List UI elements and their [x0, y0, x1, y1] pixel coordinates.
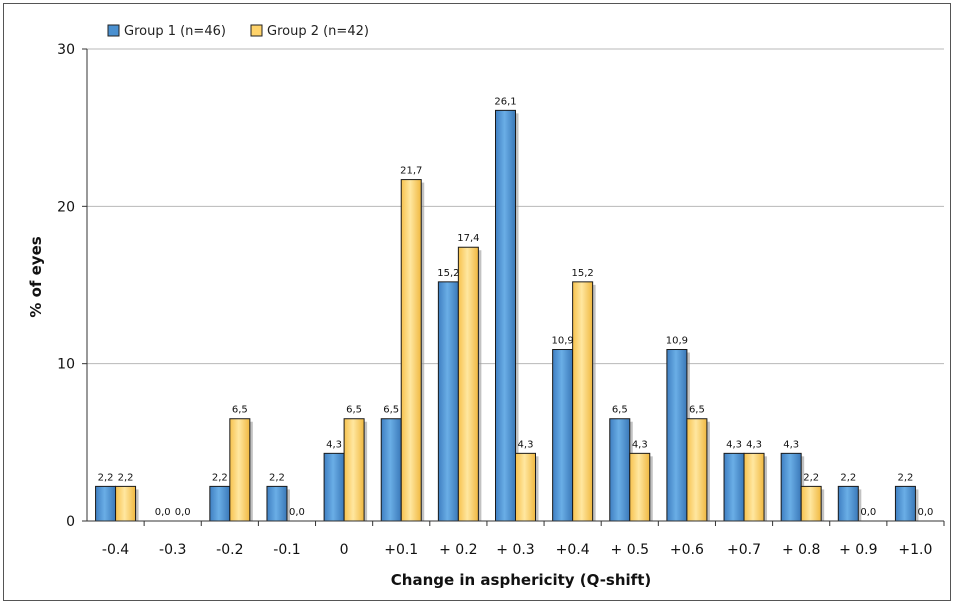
legend-label-group-2: Group 2 (n=42) [267, 24, 369, 39]
legend-swatch-group-1 [107, 24, 120, 37]
data-label-group-2: 4,3 [632, 439, 648, 450]
data-label-group-1: 6,5 [612, 405, 628, 416]
data-label-group-1: 10,9 [552, 336, 574, 347]
x-tick-label: -0.3 [159, 542, 186, 558]
data-label-group-2: 17,4 [457, 233, 479, 244]
x-axis-title: Change in asphericity (Q-shift) [391, 571, 651, 589]
data-label-group-2: 6,5 [232, 405, 248, 416]
bars [95, 109, 919, 522]
bar-group-1 [323, 452, 345, 522]
data-label-group-1: 2,2 [840, 472, 856, 483]
y-tick-label: 0 [66, 514, 75, 530]
bar-group-1 [666, 349, 688, 522]
data-label-group-1: 4,3 [326, 439, 342, 450]
x-tick-label: + 0.9 [839, 542, 877, 558]
bar-group-1 [437, 281, 459, 522]
legend-swatch-group-2 [250, 24, 263, 37]
x-tick-label: 0 [340, 542, 349, 558]
data-label-group-2: 4,3 [746, 439, 762, 450]
data-label-group-2: 0,0 [175, 507, 191, 518]
data-label-group-2: 6,5 [689, 405, 705, 416]
data-label-group-1: 15,2 [437, 268, 459, 279]
bar-group-1 [837, 485, 859, 522]
bar-group-2 [686, 418, 708, 522]
data-label-group-1: 2,2 [897, 472, 913, 483]
x-tick-label: -0.2 [216, 542, 243, 558]
y-tick-label: 20 [57, 199, 75, 215]
data-label-group-2: 15,2 [572, 268, 594, 279]
y-tick-label: 30 [57, 42, 75, 58]
bar-group-2 [743, 452, 765, 522]
x-tick-label: -0.4 [102, 542, 129, 558]
bar-group-2 [115, 485, 137, 522]
data-label-group-1: 2,2 [212, 472, 228, 483]
data-label-group-2: 0,0 [917, 507, 933, 518]
y-axis-ticks: 0 10 20 30 [57, 42, 87, 530]
bar-group-1 [780, 452, 802, 522]
bar-group-2 [343, 418, 365, 522]
bar-group-1 [894, 485, 916, 522]
data-label-group-1: 6,5 [383, 405, 399, 416]
x-tick-label: + 0.2 [439, 542, 477, 558]
bar-group-2 [572, 281, 594, 522]
legend: Group 1 (n=46) Group 2 (n=42) [107, 24, 369, 39]
bar-group-2 [629, 452, 651, 522]
data-label-group-2: 21,7 [400, 166, 422, 177]
data-label-group-2: 2,2 [803, 472, 819, 483]
data-label-group-2: 2,2 [118, 472, 134, 483]
bar-group-1 [609, 418, 631, 522]
data-label-group-2: 0,0 [860, 507, 876, 518]
bar-group-1 [266, 485, 288, 522]
data-label-group-1: 0,0 [155, 507, 171, 518]
data-label-group-1: 2,2 [98, 472, 114, 483]
bar-group-1 [723, 452, 745, 522]
x-tick-label: +0.7 [727, 542, 761, 558]
x-tick-label: + 0.8 [782, 542, 820, 558]
data-label-group-1: 10,9 [666, 336, 688, 347]
x-tick-label: +1.0 [898, 542, 932, 558]
bar-group-2 [229, 418, 251, 522]
x-tick-label: +0.4 [556, 542, 590, 558]
data-label-group-1: 26,1 [494, 96, 516, 107]
data-label-group-2: 0,0 [289, 507, 305, 518]
data-labels: 2,2 2,2 0,0 0,0 2,2 6,5 2,2 0,0 4,3 6,5 6,5 21,7 15,… [98, 96, 934, 518]
data-label-group-1: 2,2 [269, 472, 285, 483]
bar-group-1 [552, 349, 574, 522]
bar-group-1 [209, 485, 231, 522]
x-tick-label: + 0.3 [496, 542, 534, 558]
bar-group-1 [380, 418, 402, 522]
y-tick-label: 10 [57, 357, 75, 373]
x-tick-label: + 0.5 [611, 542, 649, 558]
legend-label-group-1: Group 1 (n=46) [124, 24, 226, 39]
x-tick-label: +0.1 [384, 542, 418, 558]
data-label-group-1: 4,3 [726, 439, 742, 450]
bar-group-2 [515, 452, 536, 522]
x-tick-label: +0.6 [670, 542, 704, 558]
bar-group-2 [457, 246, 479, 522]
data-label-group-1: 4,3 [783, 439, 799, 450]
x-tick-label: -0.1 [273, 542, 300, 558]
data-label-group-2: 4,3 [518, 439, 534, 450]
bar-group-1 [95, 485, 117, 522]
bar-group-2 [800, 485, 822, 522]
y-axis-title: % of eyes [27, 236, 45, 317]
bar-group-1 [495, 109, 516, 522]
data-label-group-2: 6,5 [346, 405, 362, 416]
bar-group-2 [400, 179, 422, 522]
x-axis-ticks: -0.4 -0.3 -0.2 -0.1 0 +0.1 + 0.2 + 0.3 +0.4 + 0.5… [102, 521, 945, 558]
